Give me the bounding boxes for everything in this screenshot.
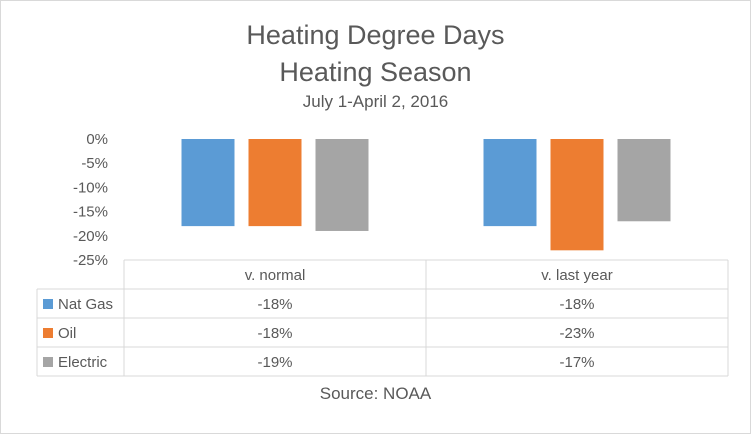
data-label: -18% bbox=[257, 325, 292, 342]
y-tick-label: -25% bbox=[73, 252, 108, 269]
legend-key bbox=[43, 328, 53, 338]
y-tick-label: -20% bbox=[73, 228, 108, 245]
data-label: -17% bbox=[559, 354, 594, 371]
data-label: -23% bbox=[559, 325, 594, 342]
x-category-label: v. last year bbox=[541, 267, 612, 284]
y-tick-label: -15% bbox=[73, 204, 108, 221]
legend-label: Oil bbox=[58, 325, 76, 342]
bar-oil-1 bbox=[248, 139, 302, 227]
data-label: -18% bbox=[257, 296, 292, 313]
y-tick-label: -10% bbox=[73, 179, 108, 196]
bar-electric-1 bbox=[315, 139, 369, 231]
data-label: -19% bbox=[257, 354, 292, 371]
bar-nat-gas-2 bbox=[483, 139, 537, 227]
x-category-label: v. normal bbox=[245, 267, 306, 284]
chart-date-range: July 1-April 2, 2016 bbox=[302, 92, 449, 111]
bar-electric-2 bbox=[617, 139, 671, 222]
chart-title: Heating Degree Days bbox=[246, 20, 505, 50]
legend-label: Nat Gas bbox=[58, 296, 113, 313]
chart-subtitle: Heating Season bbox=[279, 57, 472, 87]
y-tick-label: 0% bbox=[86, 131, 108, 148]
bar-nat-gas-1 bbox=[181, 139, 235, 227]
data-label: -18% bbox=[559, 296, 594, 313]
legend-key bbox=[43, 357, 53, 367]
legend-label: Electric bbox=[58, 354, 108, 371]
legend-key bbox=[43, 299, 53, 309]
y-tick-label: -5% bbox=[81, 155, 108, 172]
chart-source: Source: NOAA bbox=[319, 384, 432, 403]
bar-oil-2 bbox=[550, 139, 604, 251]
